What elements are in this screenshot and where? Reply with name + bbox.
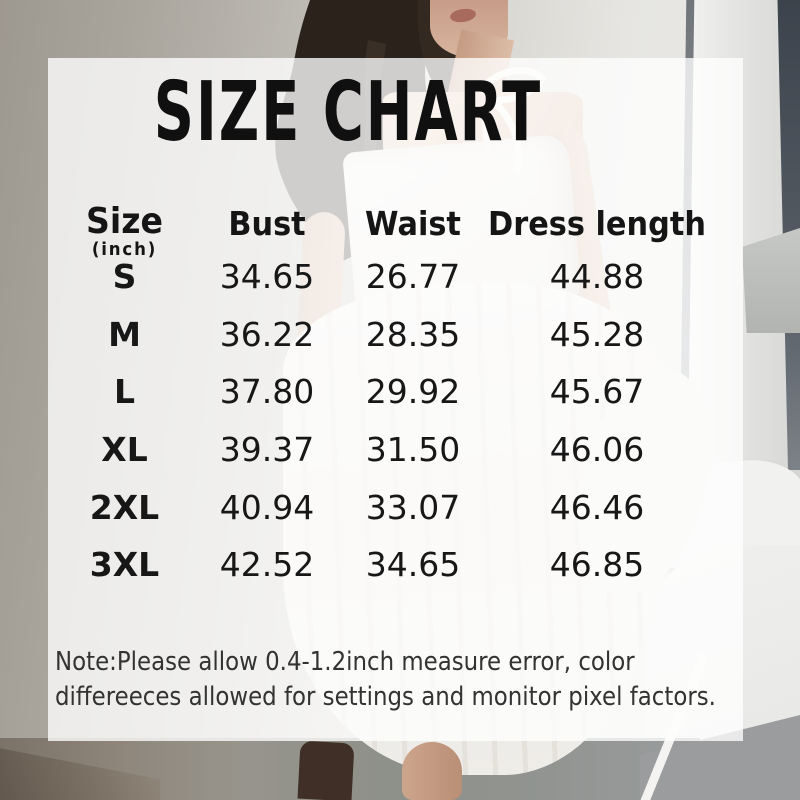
column-header-size: Size (inch) (54, 198, 195, 259)
waist-cell: 34.65 (365, 545, 461, 585)
column-header-bust: Bust (228, 204, 306, 243)
waist-cell: 26.77 (365, 257, 461, 297)
waist-cell: 33.07 (365, 487, 461, 527)
length-cell: 46.46 (549, 487, 645, 527)
length-cell: 45.67 (549, 372, 645, 412)
woman-knee (402, 742, 462, 800)
bust-cell: 37.80 (219, 372, 315, 412)
waist-cell: 31.50 (365, 430, 461, 470)
bust-cell: 39.37 (219, 430, 315, 470)
size-cell: XL (101, 430, 148, 470)
woman-leg-shadow (297, 740, 355, 800)
size-cell: 2XL (89, 487, 160, 527)
table-header: Size (inch) Bust Waist Dress length (48, 198, 743, 259)
table-row: M 36.22 28.35 45.28 (48, 306, 743, 364)
size-cell: S (112, 257, 137, 297)
translucent-panel (48, 58, 743, 741)
bust-cell: 40.94 (219, 487, 315, 527)
size-table-body: S 34.65 26.77 44.88 M 36.22 28.35 45.28 … (48, 248, 743, 594)
note-line-1: Note:Please allow 0.4-1.2inch measure er… (55, 647, 635, 677)
length-cell: 44.88 (549, 257, 645, 297)
waist-cell: 28.35 (365, 314, 461, 354)
size-cell: M (108, 314, 141, 354)
size-column-label: Size (86, 201, 163, 242)
bust-cell: 34.65 (219, 257, 315, 297)
table-row: S 34.65 26.77 44.88 (48, 248, 743, 306)
table-row: 2XL 40.94 33.07 46.46 (48, 478, 743, 536)
table-row: XL 39.37 31.50 46.06 (48, 421, 743, 479)
waist-cell: 29.92 (365, 372, 461, 412)
bust-cell: 42.52 (219, 545, 315, 585)
note-line-2: differeeces allowed for settings and mon… (55, 682, 716, 712)
column-header-dress-length: Dress length (488, 204, 706, 243)
size-cell: L (113, 372, 136, 412)
length-cell: 45.28 (549, 314, 645, 354)
page-title: SIZE CHART (153, 65, 543, 160)
unit-label: (inch) (91, 239, 158, 260)
column-header-waist: Waist (365, 204, 461, 243)
size-cell: 3XL (89, 545, 160, 585)
window-sill (742, 228, 800, 333)
bust-cell: 36.22 (219, 314, 315, 354)
length-cell: 46.85 (549, 545, 645, 585)
table-row: 3XL 42.52 34.65 46.85 (48, 536, 743, 594)
length-cell: 46.06 (549, 430, 645, 470)
measure-error-note: Note:Please allow 0.4-1.2inch measure er… (55, 645, 741, 715)
table-row: L 37.80 29.92 45.67 (48, 363, 743, 421)
